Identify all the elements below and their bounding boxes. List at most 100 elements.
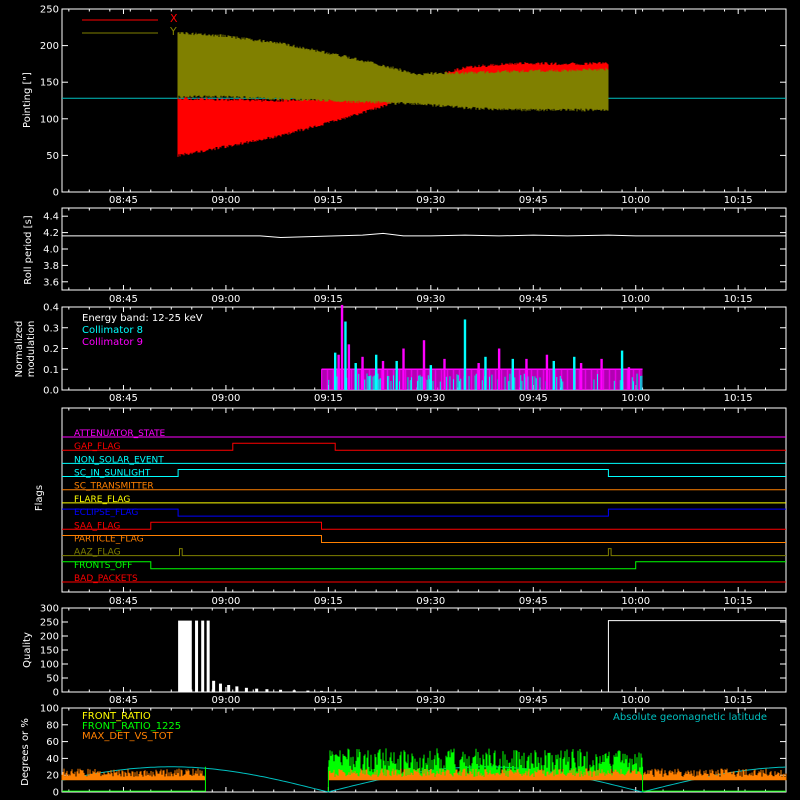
modulation-spike-collimator-9 (579, 363, 583, 390)
roll-period-line (62, 232, 786, 239)
quality-spike (195, 620, 199, 692)
modulation-spike-collimator-8 (511, 358, 514, 390)
x-tick-label: 09:30 (416, 393, 445, 404)
legend-x-label: X (170, 12, 178, 25)
y-tick-label: 0 (53, 688, 59, 699)
x-tick-label: 09:00 (212, 393, 241, 404)
y-tick-label: 3.6 (43, 277, 59, 288)
modulation-panel: Normalized modulation Energy band: 12-25… (14, 303, 787, 404)
y-tick-label: 0.0 (43, 386, 59, 397)
modulation-spike-collimator-9 (340, 304, 344, 390)
flag-label: ECLIPSE_FLAG (74, 508, 138, 518)
front-ratio-1225-legend: FRONT_RATIO_1225 (82, 721, 181, 732)
flag-trace (62, 548, 786, 557)
roll-period-ylabel: Roll period [s] (23, 215, 34, 284)
y-tick-label: 200 (40, 632, 59, 643)
modulation-spike-collimator-9 (337, 354, 340, 390)
modulation-ylabel-line2: modulation (26, 321, 37, 378)
y-tick-label: 4.2 (43, 228, 59, 239)
flag-label: SC_TRANSMITTER (74, 482, 154, 492)
y-tick-label: 250 (40, 5, 59, 16)
x-tick-label: 10:15 (724, 596, 753, 607)
y-tick-label: 300 (40, 604, 59, 615)
max-det-vs-tot-legend: MAX_DET_VS_TOT (82, 731, 174, 742)
y-tick-label: 60 (46, 737, 59, 748)
modulation-spike-collimator-9 (443, 358, 446, 390)
flag-trace (62, 469, 786, 477)
y-tick-label: 4.0 (43, 245, 59, 256)
x-tick-label: 09:00 (212, 695, 241, 706)
quality-spike (292, 690, 296, 692)
flags-panel: Flags 08:45 09:00 09:15 09:30 09:45 10:00 10:1… (34, 407, 787, 607)
geomagnetic-latitude-annotation: Absolute geomagnetic latitude (613, 712, 767, 723)
panel-frame (61, 8, 787, 193)
roll-period-panel: Roll period [s] 08:45 09:00 09:15 09:30 09:4… (23, 207, 787, 305)
pointing-panel: Pointing ["] X Y 08:45 09:00 09:15 09:30 09:… (22, 5, 787, 206)
x-tick-label: 09:30 (416, 195, 445, 206)
x-tick-label: 09:15 (314, 195, 343, 206)
y-tick-label: 50 (46, 151, 59, 162)
quality-spike (320, 690, 324, 692)
x-tick-label: 10:15 (724, 393, 753, 404)
y-tick-label: 100 (40, 704, 59, 715)
x-tick-label: 10:00 (621, 393, 650, 404)
x-tick-label: 09:30 (416, 596, 445, 607)
x-tick-label: 10:00 (621, 195, 650, 206)
modulation-spike-collimator-8 (573, 356, 576, 390)
y-tick-label: 80 (46, 720, 59, 731)
modulation-spike-collimator-9 (422, 340, 426, 390)
flag-label: GAP_FLAG (74, 442, 120, 452)
quality-spike (279, 689, 283, 692)
modulation-spike-collimator-9 (361, 356, 364, 390)
modulation-spike-collimator-9 (402, 348, 405, 390)
y-tick-label: 0.1 (43, 365, 59, 376)
x-tick-label: 09:15 (314, 596, 343, 607)
y-tick-label: 0 (53, 788, 59, 799)
quality-spike (235, 686, 239, 692)
modulation-spike-collimator-8 (484, 356, 487, 390)
quality-block (178, 620, 192, 692)
y-tick-label: 0.4 (43, 303, 59, 314)
modulation-spike-collimator-9 (477, 363, 480, 390)
y-tick-label: 20 (46, 771, 59, 782)
modulation-spike-collimator-8 (374, 354, 378, 390)
x-tick-label: 10:15 (724, 695, 753, 706)
quality-spike (201, 620, 205, 692)
x-tick-label: 10:15 (724, 195, 753, 206)
flag-label: PARTICLE_FLAG (74, 534, 144, 544)
flag-label: AAZ_FLAG (74, 548, 121, 558)
y-tick-label: 100 (40, 114, 59, 125)
energy-band-annotation: Energy band: 12-25 keV (82, 313, 203, 324)
quality-panel: Quality 08:45 09:00 09:15 09:30 09:45 10:00 10… (22, 604, 787, 706)
x-tick-label: 09:15 (314, 294, 343, 305)
quality-ylabel: Quality (22, 632, 33, 668)
modulation-spike-collimator-9 (627, 367, 631, 390)
modulation-spike-collimator-8 (463, 319, 467, 390)
x-tick-label: 08:45 (109, 195, 138, 206)
flag-label: BAD_PACKETS (74, 574, 138, 584)
x-tick-label: 09:15 (314, 695, 343, 706)
quality-spike (265, 689, 269, 692)
x-tick-label: 10:00 (621, 294, 650, 305)
modulation-spike-collimator-9 (381, 360, 385, 390)
pointing-legend: X Y (82, 12, 178, 38)
panel-frame (61, 707, 787, 793)
front-ratio-1225-step (642, 766, 786, 792)
x-tick-label: 09:00 (212, 596, 241, 607)
x-tick-label: 09:45 (519, 695, 548, 706)
modulation-spike-collimator-9 (347, 344, 351, 390)
quality-spike (244, 687, 248, 692)
y-tick-label: 0.3 (43, 323, 59, 334)
max-det-vs-tot-trace (61, 768, 787, 781)
flag-trace (62, 561, 786, 570)
y-tick-label: 0 (53, 188, 59, 199)
y-tick-label: 3.8 (43, 261, 59, 272)
x-tick-label: 09:45 (519, 195, 548, 206)
x-tick-label: 09:00 (212, 195, 241, 206)
flag-trace (62, 508, 786, 517)
y-tick-label: 50 (46, 674, 59, 685)
flag-label: SAA_FLAG (74, 521, 120, 531)
ratio-panel: Degrees or % FRONT_RATIO FRONT_RATIO_122… (20, 704, 787, 799)
modulation-spike-collimator-8 (395, 360, 398, 390)
